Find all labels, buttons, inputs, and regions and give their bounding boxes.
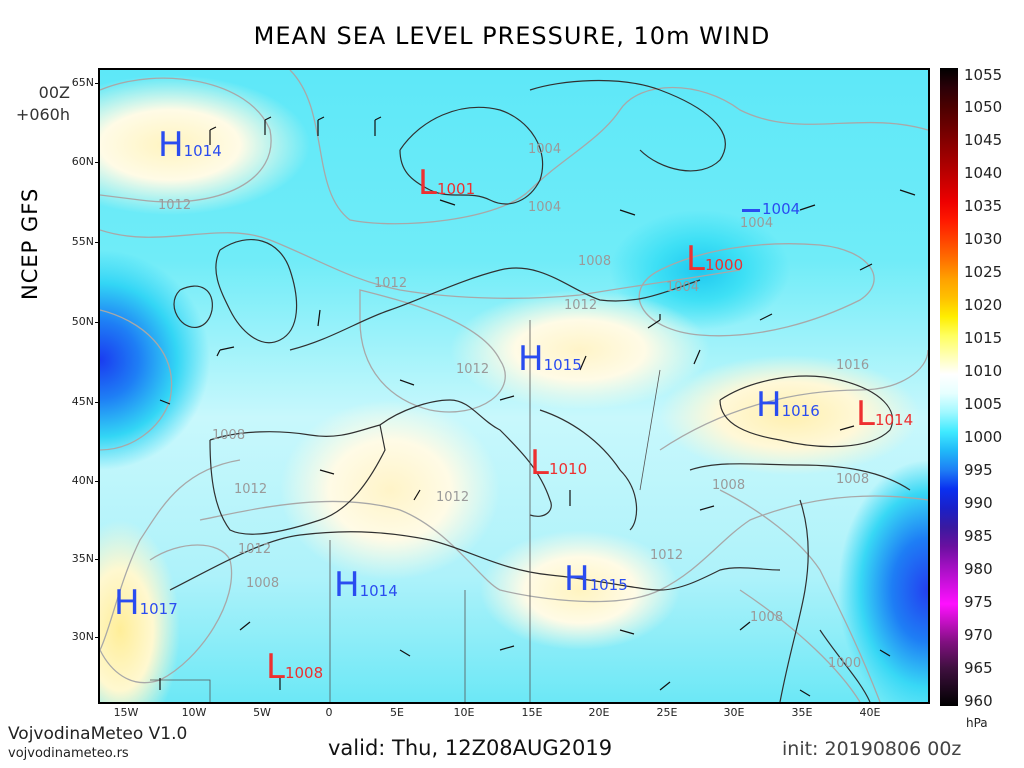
low-pressure-center: L1010 xyxy=(530,443,588,483)
colorbar-tick: 1045 xyxy=(964,131,1003,149)
pressure-map: H1014 L1001 1004 L1000 H1015 H1016 L1014… xyxy=(98,68,930,704)
lon-tick: 10E xyxy=(453,706,475,719)
lat-tick: 45N xyxy=(58,395,100,408)
high-pressure-center: H1017 xyxy=(114,583,178,623)
colorbar-tick: 1040 xyxy=(964,164,1003,182)
isobar-label: 1012 xyxy=(436,490,470,505)
isobar-label: 1008 xyxy=(212,428,246,443)
colorbar-tick: 1020 xyxy=(964,296,1003,314)
forecast-hour: +060h xyxy=(15,105,70,124)
isobar-label: 1008 xyxy=(836,472,870,487)
low-pressure-center: L1001 xyxy=(418,163,476,203)
isobar-label: 1012 xyxy=(456,362,490,377)
colorbar-tick: 990 xyxy=(964,494,993,512)
model-label: NCEP GFS xyxy=(18,187,42,300)
lon-tick: 30E xyxy=(723,706,745,719)
lat-tick: 40N xyxy=(58,474,100,487)
isobar-label: 1004 xyxy=(740,216,774,231)
colorbar-tick: 1005 xyxy=(964,395,1003,413)
colorbar-tick: 985 xyxy=(964,527,993,545)
wind-barbs xyxy=(159,116,916,697)
lat-tick: 30N xyxy=(58,630,100,643)
lon-tick: 15W xyxy=(113,706,139,719)
colorbar-tick: 1035 xyxy=(964,197,1003,215)
lat-tick: 50N xyxy=(58,315,100,328)
high-pressure-center: H1014 xyxy=(158,125,222,165)
lon-tick: 40E xyxy=(859,706,881,719)
colorbar-tick: 970 xyxy=(964,626,993,644)
isobar-label: 1012 xyxy=(158,198,192,213)
low-pressure-center: L1014 xyxy=(856,394,914,434)
isobar-label: 1008 xyxy=(712,478,746,493)
high-pressure-center: H1015 xyxy=(564,559,628,599)
init-time: init: 20190806 00z xyxy=(782,738,962,760)
isobar-label: 1012 xyxy=(238,542,272,557)
colorbar-tick: 1030 xyxy=(964,230,1003,248)
isobar-label: 1012 xyxy=(650,548,684,563)
run-cycle: 00Z xyxy=(38,83,70,102)
lat-tick: 35N xyxy=(58,552,100,565)
brand-name: VojvodinaMeteo V1.0 xyxy=(8,724,188,744)
high-pressure-center: H1016 xyxy=(756,385,820,425)
isobar-label: 1012 xyxy=(564,298,598,313)
high-pressure-center: H1014 xyxy=(334,565,398,605)
brand-url: vojvodinameteo.rs xyxy=(8,746,129,761)
colorbar-tick: 965 xyxy=(964,659,993,677)
isobar-label: 1004 xyxy=(666,280,700,295)
colorbar-tick: 1025 xyxy=(964,263,1003,281)
colorbar-tick: 1050 xyxy=(964,98,1003,116)
isobar-label: 1004 xyxy=(528,142,562,157)
colorbar-tick: 995 xyxy=(964,461,993,479)
lon-tick: 20E xyxy=(588,706,610,719)
valid-time: valid: Thu, 12Z08AUG2019 xyxy=(328,736,613,760)
lon-tick: 0 xyxy=(325,706,333,719)
colorbar-unit: hPa xyxy=(966,716,988,730)
run-info: 00Z +060h xyxy=(8,82,70,126)
colorbar-tick: 960 xyxy=(964,692,993,710)
low-pressure-center: L1000 xyxy=(686,239,744,279)
chart-title: MEAN SEA LEVEL PRESSURE, 10m WIND xyxy=(253,22,771,50)
coastlines xyxy=(150,79,911,702)
low-pressure-center: 1004 xyxy=(742,200,800,218)
lat-tick: 65N xyxy=(58,76,100,89)
low-pressure-center: L1008 xyxy=(266,647,324,687)
colorbar-tick: 1055 xyxy=(964,66,1003,84)
lon-tick: 5E xyxy=(390,706,404,719)
isobar-label: 1000 xyxy=(828,656,862,671)
high-pressure-center: H1015 xyxy=(518,339,582,379)
map-overlay xyxy=(100,70,928,702)
lon-tick: 5W xyxy=(253,706,271,719)
isobar-label: 1004 xyxy=(528,200,562,215)
isobar-label: 1008 xyxy=(750,610,784,625)
colorbar-tick: 980 xyxy=(964,560,993,578)
lon-tick: 15E xyxy=(521,706,543,719)
lon-tick: 25E xyxy=(656,706,678,719)
colorbar-tick: 975 xyxy=(964,593,993,611)
colorbar-tick: 1015 xyxy=(964,329,1003,347)
isobar-label: 1008 xyxy=(578,254,612,269)
colorbar-tick: 1010 xyxy=(964,362,1003,380)
lon-tick: 10W xyxy=(181,706,207,719)
isobar-label: 1008 xyxy=(246,576,280,591)
lat-tick: 55N xyxy=(58,235,100,248)
isobar-label: 1012 xyxy=(374,276,408,291)
isobar-label: 1012 xyxy=(234,482,268,497)
lat-tick: 60N xyxy=(58,155,100,168)
isobar-label: 1016 xyxy=(836,358,870,373)
colorbar-tick: 1000 xyxy=(964,428,1003,446)
isobar-lines xyxy=(100,70,928,702)
pressure-colorbar xyxy=(940,68,958,706)
lon-tick: 35E xyxy=(791,706,813,719)
